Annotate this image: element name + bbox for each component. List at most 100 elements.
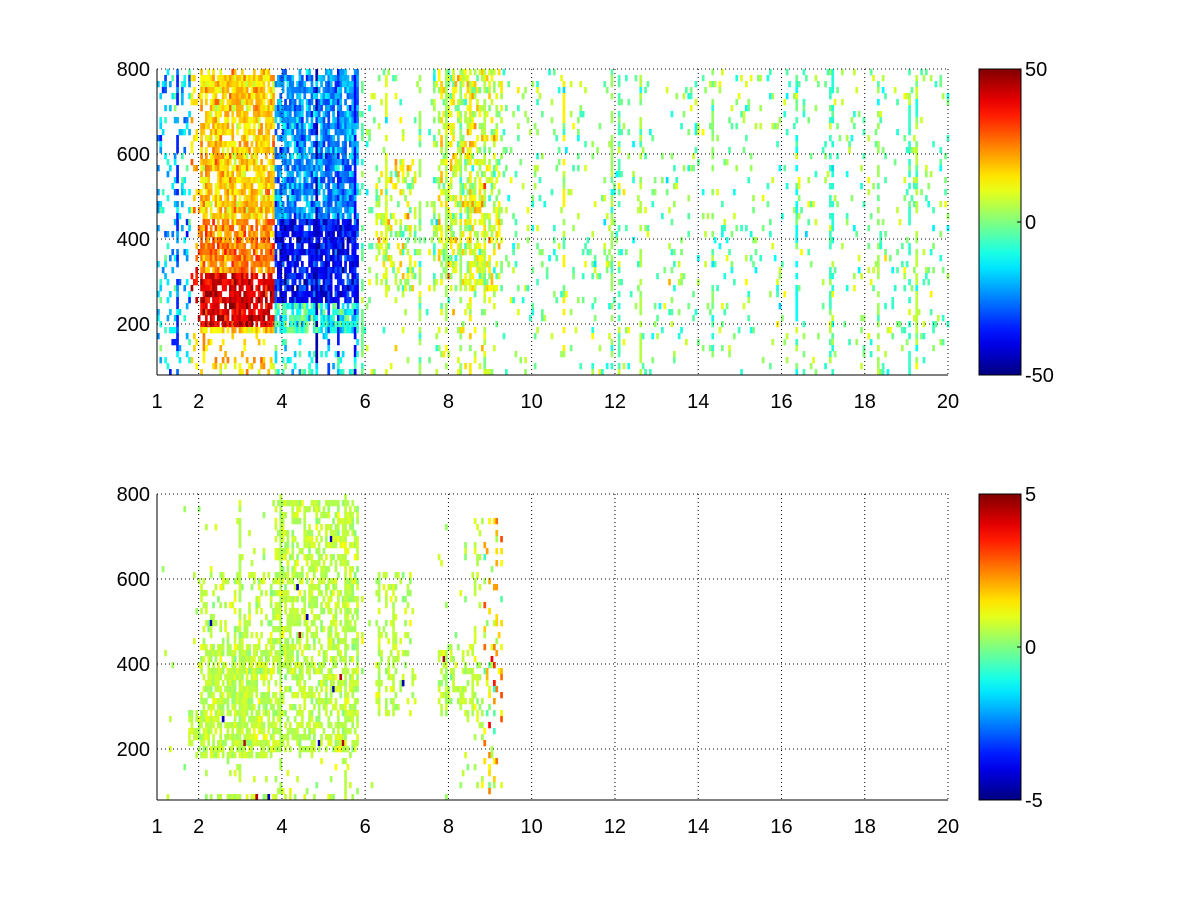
heatmap-cell <box>471 111 475 118</box>
heatmap-cell <box>255 255 259 262</box>
heatmap-cell <box>495 123 499 130</box>
heatmap-cell <box>541 309 544 316</box>
heatmap-cell <box>637 195 640 202</box>
heatmap-cell <box>433 99 436 106</box>
heatmap-cell <box>603 195 607 202</box>
heatmap-cell <box>694 147 698 154</box>
heatmap-cell <box>281 123 285 130</box>
heatmap-cell <box>800 207 803 214</box>
heatmap-cell <box>303 147 307 154</box>
heatmap-cell <box>243 327 247 334</box>
heatmap-cell <box>831 111 835 118</box>
heatmap-cell <box>941 315 945 322</box>
heatmap-cell <box>327 255 331 262</box>
heatmap-cell <box>339 225 343 232</box>
heatmap-cell <box>238 171 242 178</box>
heatmap-cell <box>464 165 467 172</box>
heatmap-cell <box>157 225 160 232</box>
heatmap-cell <box>214 153 218 160</box>
heatmap-cell <box>322 315 326 322</box>
heatmap-cell <box>445 213 448 220</box>
heatmap-cell <box>661 213 664 220</box>
heatmap-cell <box>351 369 355 376</box>
heatmap-cell <box>449 273 453 280</box>
heatmap-cell <box>248 237 251 244</box>
heatmap-cell <box>445 117 448 124</box>
heatmap-cell <box>850 195 854 202</box>
heatmap-cell <box>334 123 338 130</box>
heatmap-cell <box>231 309 235 316</box>
heatmap-cell <box>478 273 482 280</box>
heatmap-cell <box>269 279 273 286</box>
heatmap-cell <box>946 99 950 106</box>
heatmap-cell <box>332 255 335 262</box>
heatmap-cell <box>245 135 249 142</box>
heatmap-cell <box>435 333 439 340</box>
heatmap-cell <box>293 141 297 148</box>
heatmap-cell <box>164 75 167 82</box>
heatmap-cell <box>200 752 203 759</box>
heatmap-cell <box>253 111 256 118</box>
heatmap-cell <box>212 81 215 88</box>
heatmap-cell <box>305 219 309 226</box>
heatmap-cell <box>337 195 340 202</box>
heatmap-cell <box>437 87 441 94</box>
heatmap-cell <box>185 255 189 262</box>
heatmap-cell <box>257 123 261 130</box>
heatmap-cell <box>238 285 242 292</box>
heatmap-cell <box>334 141 338 148</box>
heatmap-cell <box>497 213 501 220</box>
heatmap-cell <box>464 117 467 124</box>
heatmap-cell <box>231 219 235 226</box>
heatmap-cell <box>209 668 213 675</box>
heatmap-cell <box>341 225 345 232</box>
heatmap-cell <box>317 297 321 304</box>
heatmap-cell <box>437 165 441 172</box>
heatmap-cell <box>349 279 352 286</box>
heatmap-cell <box>296 237 299 244</box>
heatmap-cell <box>214 285 218 292</box>
heatmap-cell <box>310 255 314 262</box>
heatmap-cell <box>269 267 273 274</box>
heatmap-cell <box>910 147 914 154</box>
heatmap-cell <box>449 243 453 250</box>
heatmap-cell <box>262 69 266 76</box>
x-tick-label: 20 <box>937 391 959 413</box>
heatmap-cell <box>329 201 333 208</box>
heatmap-cell <box>401 231 405 238</box>
heatmap-cell <box>733 189 736 196</box>
heatmap-cell <box>308 129 311 136</box>
heatmap-cell <box>687 213 691 220</box>
heatmap-cell <box>209 704 213 711</box>
heatmap-cell <box>433 177 436 184</box>
heatmap-cell <box>469 183 472 190</box>
heatmap-cell <box>224 243 227 250</box>
heatmap-cell <box>413 261 417 268</box>
heatmap-cell <box>483 111 487 118</box>
heatmap-cell <box>322 171 326 178</box>
heatmap-cell <box>293 213 297 220</box>
heatmap-cell <box>217 141 220 148</box>
heatmap-cell <box>411 183 415 190</box>
heatmap-cell <box>231 297 235 304</box>
heatmap-cell <box>231 171 235 178</box>
heatmap-cell <box>759 255 763 262</box>
heatmap-cell <box>361 369 364 376</box>
heatmap-cell <box>229 734 232 741</box>
heatmap-cell <box>884 249 887 256</box>
heatmap-cell <box>339 207 343 214</box>
heatmap-cell <box>382 147 386 154</box>
x-tick-label: 1 <box>151 391 162 413</box>
heatmap-cell <box>233 99 237 106</box>
heatmap-cell <box>219 255 223 262</box>
heatmap-cell <box>334 171 338 178</box>
heatmap-cell <box>320 147 323 154</box>
heatmap-cell <box>469 105 472 112</box>
heatmap-cell <box>327 159 331 166</box>
heatmap-cell <box>711 231 715 238</box>
heatmap-cell <box>337 171 340 178</box>
heatmap-cell <box>473 201 477 208</box>
heatmap-cell <box>353 81 357 88</box>
heatmap-cell <box>202 303 206 310</box>
heatmap-cell <box>255 303 259 310</box>
